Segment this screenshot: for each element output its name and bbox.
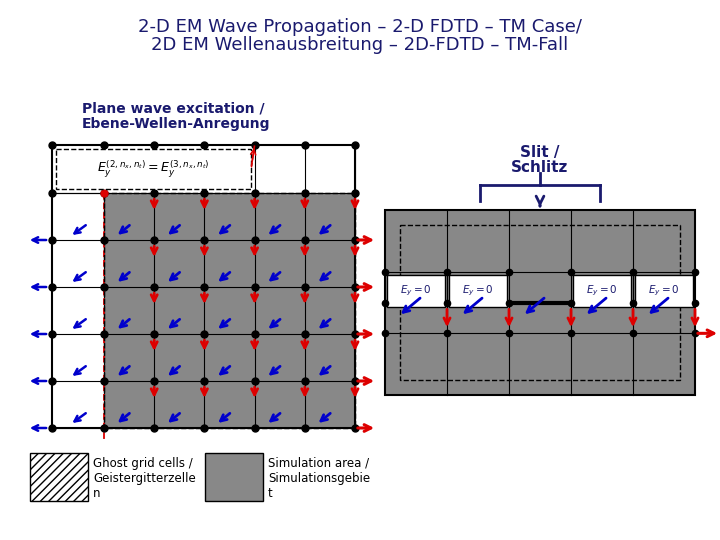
Text: $E_y^{(2,n_x,n_t)} = E_y^{(3,n_x,n_t)}$: $E_y^{(2,n_x,n_t)} = E_y^{(3,n_x,n_t)}$ xyxy=(97,158,210,180)
Text: Slit /: Slit / xyxy=(521,145,559,160)
Bar xyxy=(205,453,263,501)
Text: 2-D EM Wave Propagation – 2-D FDTD – TM Case/: 2-D EM Wave Propagation – 2-D FDTD – TM … xyxy=(138,18,582,36)
Bar xyxy=(56,149,251,189)
Bar xyxy=(573,274,631,307)
Text: 2D EM Wellenausbreitung – 2D-FDTD – TM-Fall: 2D EM Wellenausbreitung – 2D-FDTD – TM-F… xyxy=(151,36,569,54)
Bar xyxy=(30,453,88,501)
Text: Ghost grid cells /
Geistergitterzelle
n: Ghost grid cells / Geistergitterzelle n xyxy=(93,457,196,500)
Bar xyxy=(387,274,445,307)
Bar xyxy=(400,225,680,380)
Bar xyxy=(385,210,695,395)
Bar xyxy=(52,145,355,193)
Text: $E_y = 0$: $E_y = 0$ xyxy=(400,284,432,298)
Text: Simulation area /
Simulationsgebie
t: Simulation area / Simulationsgebie t xyxy=(268,457,370,500)
Bar xyxy=(52,145,355,428)
Bar xyxy=(104,193,355,428)
Text: Ebene-Wellen-Anregung: Ebene-Wellen-Anregung xyxy=(82,117,271,131)
Bar xyxy=(449,274,507,307)
Text: $E_y = 0$: $E_y = 0$ xyxy=(586,284,618,298)
Text: $E_y = 0$: $E_y = 0$ xyxy=(462,284,494,298)
Text: Schlitz: Schlitz xyxy=(511,160,569,175)
Text: Plane wave excitation /: Plane wave excitation / xyxy=(82,101,265,115)
Bar xyxy=(385,210,695,395)
Bar xyxy=(635,274,693,307)
Bar xyxy=(104,193,355,428)
Bar xyxy=(52,193,104,428)
Text: $E_y = 0$: $E_y = 0$ xyxy=(648,284,680,298)
